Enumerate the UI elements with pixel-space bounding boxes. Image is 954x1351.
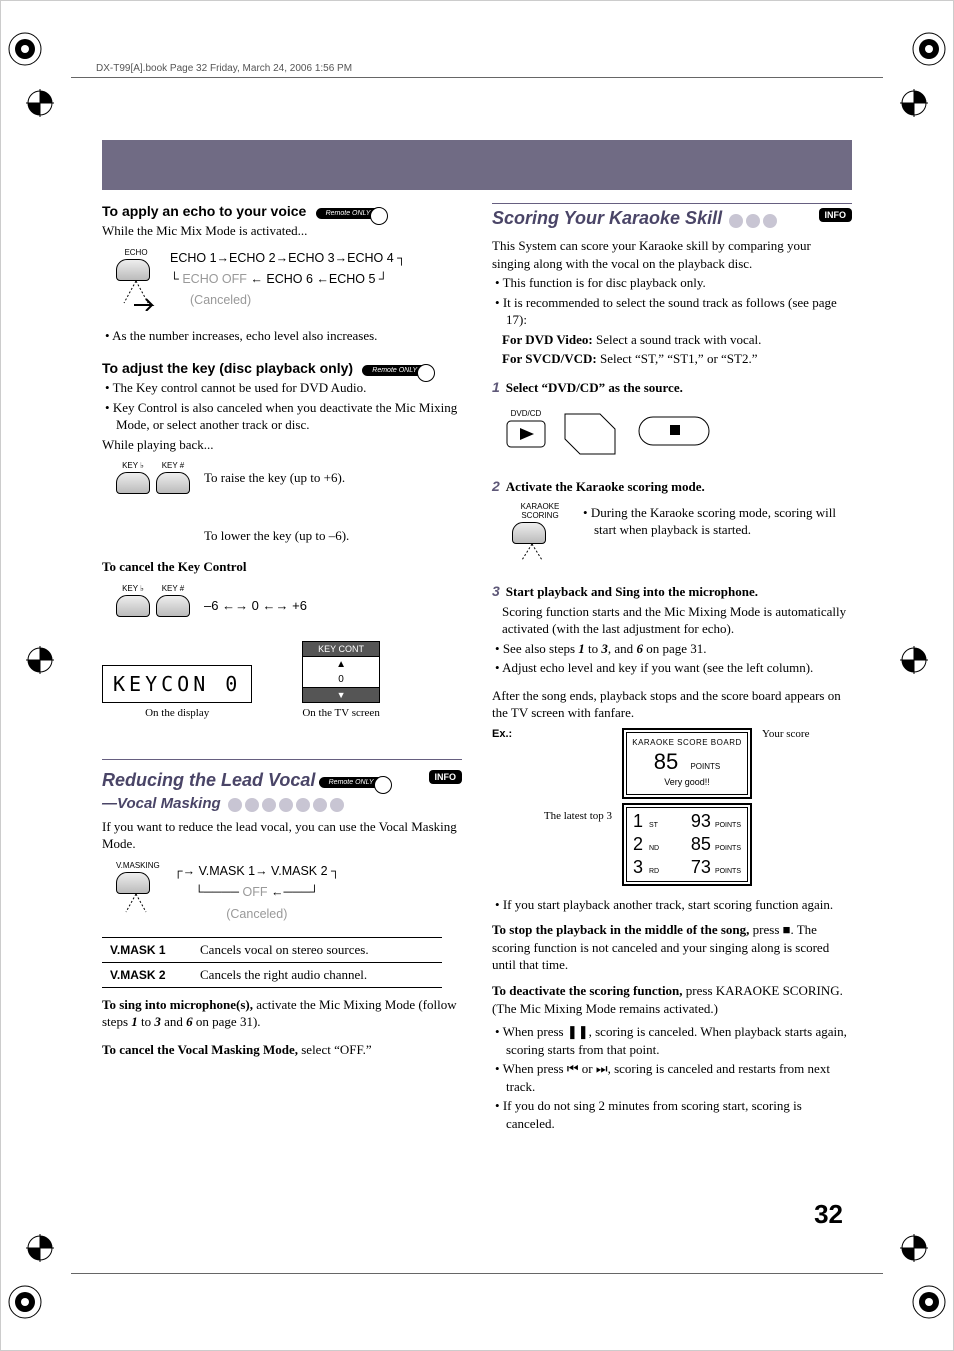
crop-mark-icon <box>26 89 54 117</box>
table-row: 2ND85POINTS <box>633 833 741 856</box>
step-3: 3Start playback and Sing into the microp… <box>492 582 852 601</box>
step3-b1: See also steps 1 to 3, and 6 on page 31. <box>492 640 852 658</box>
disc-dots-icon <box>228 798 344 812</box>
vmask-off: OFF <box>242 885 267 899</box>
key-heading: To adjust the key (disc playback only) <box>102 360 353 376</box>
tail-b2: When press ⏮ or ⏭, scoring is canceled a… <box>492 1060 852 1095</box>
crop-mark-icon <box>900 1234 928 1262</box>
echo-heading: To apply an echo to your voice <box>102 203 306 219</box>
crop-mark-icon <box>900 646 928 674</box>
title-band <box>102 140 852 190</box>
score-board: KARAOKE SCORE BOARD 85 POINTS Very good!… <box>622 728 752 799</box>
deactivate: To deactivate the scoring function, pres… <box>492 982 852 1017</box>
key-lower: To lower the key (up to –6). <box>204 528 349 543</box>
info-badge: INFO <box>429 770 463 784</box>
vmask-sub: —Vocal Masking <box>102 795 221 812</box>
stop-playback: To stop the playback in the middle of th… <box>492 921 852 974</box>
vmask-intro: If you want to reduce the lead vocal, yo… <box>102 818 462 853</box>
header-rule <box>71 77 883 78</box>
registration-mark-icon <box>7 1284 43 1320</box>
step-2: 2Activate the Karaoke scoring mode. <box>492 477 852 496</box>
score-dvd: For DVD Video: Select a sound track with… <box>492 331 852 349</box>
tv-screen-readout: KEY CONT ▲ 0 ▼ On the TV screen <box>302 641 380 719</box>
top3-board: 1ST93POINTS 2ND85POINTS 3RD73POINTS <box>622 803 752 886</box>
registration-mark-icon <box>911 31 947 67</box>
vmask-heading: Reducing the Lead Vocal <box>102 770 315 791</box>
display-readout: KEYCON 0 <box>102 665 252 703</box>
footer-rule <box>71 1273 883 1274</box>
score-intro: This System can score your Karaoke skill… <box>492 237 852 272</box>
step3-p1: Scoring function starts and the Mic Mixi… <box>492 603 852 638</box>
echo-flow-top: ECHO 1→ECHO 2→ECHO 3→ECHO 4 <box>170 251 394 265</box>
echo-flow-off: ECHO OFF <box>182 272 247 286</box>
page-number: 32 <box>814 1199 843 1230</box>
source-file-header: DX-T99[A].book Page 32 Friday, March 24,… <box>96 63 352 74</box>
manual-page: DX-T99[A].book Page 32 Friday, March 24,… <box>0 0 954 1351</box>
table-row: V.MASK 1Cancels vocal on stereo sources. <box>102 937 442 962</box>
left-column: To apply an echo to your voice Remote ON… <box>102 203 462 1134</box>
key-flat-button-icon: KEY ♭ <box>116 461 150 494</box>
echo-intro: While the Mic Mix Mode is activated... <box>102 222 462 240</box>
right-column: Scoring Your Karaoke Skill INFO This Sys… <box>492 203 852 1134</box>
echo-note: As the number increases, echo level also… <box>102 327 462 345</box>
score-svcd: For SVCD/VCD: Select “ST,” “ST1,” or “ST… <box>492 350 852 368</box>
on-tv-label: On the TV screen <box>302 707 380 719</box>
key-cancel-flow: –6 ←→ 0 ←→ +6 <box>204 584 307 613</box>
vmasking-button-icon: V.MASKING <box>116 861 160 923</box>
info-badge: INFO <box>819 208 853 222</box>
tail-b1: When press ❚❚, scoring is canceled. When… <box>492 1023 852 1058</box>
vmask-sing: To sing into microphone(s), activate the… <box>102 996 462 1031</box>
vmask-canceled: (Canceled) <box>174 904 340 925</box>
remote-only-badge: Remote ONLY <box>362 365 423 376</box>
your-score-label: Your score <box>762 728 842 740</box>
unit-body-icon <box>560 409 620 459</box>
echo-canceled: (Canceled) <box>170 290 406 311</box>
key-sharp-button-icon: KEY # <box>156 461 190 494</box>
score-heading: Scoring Your Karaoke Skill <box>492 208 722 229</box>
registration-mark-icon <box>911 1284 947 1320</box>
karaoke-scoring-button-icon: KARAOKE SCORING <box>512 502 568 570</box>
crop-mark-icon <box>26 1234 54 1262</box>
table-row: 1ST93POINTS <box>633 810 741 833</box>
key-note1: The Key control cannot be used for DVD A… <box>102 379 462 397</box>
score-b2: It is recommended to select the sound tr… <box>492 294 852 329</box>
front-panel-icon <box>634 409 714 459</box>
step3-b2: Adjust echo level and key if you want (s… <box>492 659 852 677</box>
key-note2: Key Control is also canceled when you de… <box>102 399 462 434</box>
crop-mark-icon <box>900 89 928 117</box>
echo-flow-rest: ← ECHO 6 ←ECHO 5 <box>247 272 376 286</box>
echo-button-icon: ECHO <box>116 248 156 315</box>
vmask-table: V.MASK 1Cancels vocal on stereo sources.… <box>102 937 442 988</box>
crop-mark-icon <box>26 646 54 674</box>
tail-b3: If you do not sing 2 minutes from scorin… <box>492 1097 852 1132</box>
key-raise: To raise the key (up to +6). <box>204 470 345 485</box>
table-row: 3RD73POINTS <box>633 856 741 879</box>
key-intro: While playing back... <box>102 436 462 454</box>
score-b1: This function is for disc playback only. <box>492 274 852 292</box>
on-display-label: On the display <box>102 707 252 719</box>
step-1: 1Select “DVD/CD” as the source. <box>492 378 852 397</box>
vmask-flow: V.MASK 1→ V.MASK 2 <box>199 864 328 878</box>
remote-only-badge: Remote ONLY <box>316 208 377 219</box>
after-song: After the song ends, playback stops and … <box>492 687 852 722</box>
step2-note: During the Karaoke scoring mode, scoring… <box>580 504 852 568</box>
key-sharp-button-icon: KEY # <box>156 584 190 617</box>
key-flat-button-icon: KEY ♭ <box>116 584 150 617</box>
example-label: Ex.: <box>492 728 612 740</box>
vmask-cancel: To cancel the Vocal Masking Mode, select… <box>102 1041 462 1059</box>
after-b1: If you start playback another track, sta… <box>492 896 852 914</box>
key-cancel-heading: To cancel the Key Control <box>102 558 462 576</box>
latest-top-3-label: The latest top 3 <box>492 810 612 822</box>
remote-only-badge: Remote ONLY <box>319 777 380 788</box>
registration-mark-icon <box>7 31 43 67</box>
table-row: V.MASK 2Cancels the right audio channel. <box>102 962 442 987</box>
dvdcd-button-icon: DVD/CD <box>506 409 546 458</box>
disc-dots-icon <box>729 214 777 228</box>
